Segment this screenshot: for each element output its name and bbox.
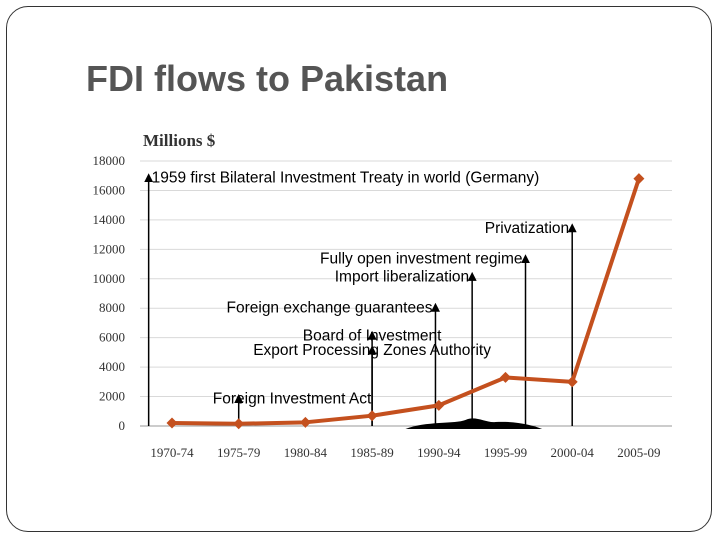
- y-tick-label: 12000: [93, 241, 126, 256]
- y-axis-label: Millions $: [143, 131, 216, 150]
- y-tick-label: 18000: [93, 153, 126, 168]
- data-point: [233, 418, 245, 430]
- y-tick-label: 2000: [99, 389, 125, 404]
- data-point: [566, 376, 578, 388]
- x-tick-label: 2000-04: [551, 445, 595, 460]
- series-line: [171, 178, 641, 426]
- y-tick-label: 16000: [93, 182, 126, 197]
- y-tick-label: 14000: [93, 212, 126, 227]
- baseline-silhouette: [405, 418, 543, 429]
- event-annotation: Foreign Investment Act: [213, 391, 372, 408]
- y-tick-label: 6000: [99, 330, 125, 345]
- data-point: [633, 173, 645, 185]
- event-annotation: Privatization: [485, 220, 569, 237]
- data-point: [366, 410, 378, 422]
- y-tick-label: 8000: [99, 300, 125, 315]
- x-tick-label: 1995-99: [484, 445, 527, 460]
- data-point: [433, 399, 445, 411]
- event-annotation: 1959 first Bilateral Investment Treaty i…: [152, 170, 540, 187]
- slide-title: FDI flows to Pakistan: [86, 58, 449, 99]
- x-tick-label: 1975-79: [217, 445, 260, 460]
- event-annotation: Foreign exchange guarantees: [227, 299, 433, 316]
- event-annotation: Board of Investment: [303, 327, 442, 344]
- x-tick-label: 1980-84: [284, 445, 328, 460]
- slide-frame: [6, 6, 712, 532]
- data-point: [299, 416, 311, 428]
- y-tick-label: 0: [119, 418, 126, 433]
- y-tick-label: 10000: [93, 271, 126, 286]
- y-tick-label: 4000: [99, 359, 125, 374]
- x-tick-label: 2005-09: [617, 445, 660, 460]
- x-tick-label: 1990-94: [417, 445, 461, 460]
- data-point: [500, 371, 511, 383]
- data-point: [166, 417, 178, 429]
- x-tick-label: 1970-74: [150, 445, 194, 460]
- x-tick-label: 1985-89: [350, 445, 393, 460]
- event-annotation: Import liberalization: [335, 268, 469, 285]
- event-annotation: Export Processing Zones Authority: [253, 342, 491, 359]
- event-annotation: Fully open investment regime: [320, 251, 522, 268]
